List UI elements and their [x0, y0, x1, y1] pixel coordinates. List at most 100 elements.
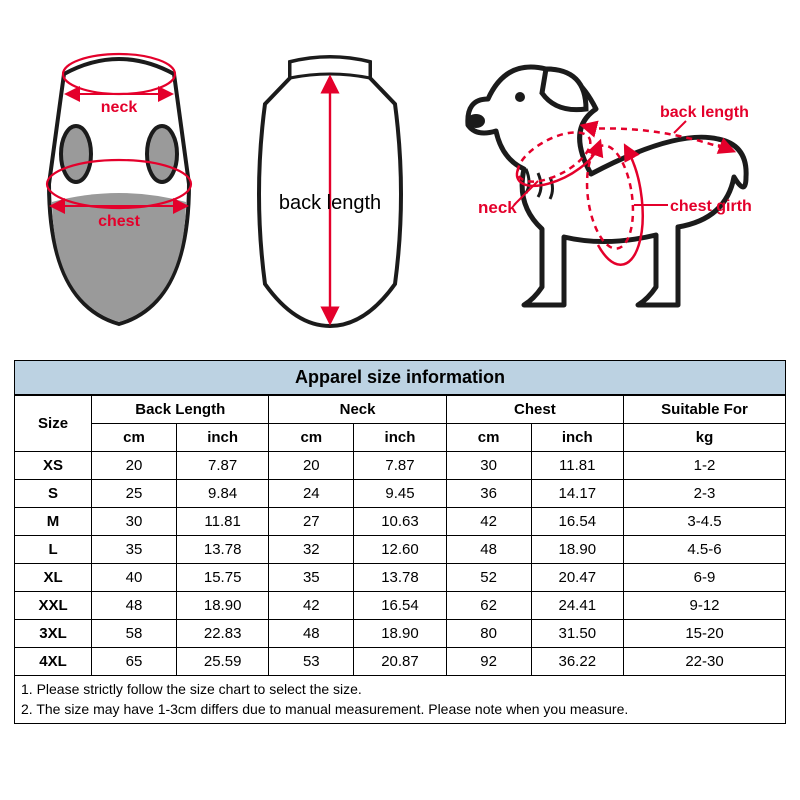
front-neck-label: neck	[101, 99, 138, 116]
table-cell: 3XL	[15, 620, 92, 648]
table-cell: 40	[92, 564, 177, 592]
col-back: Back Length	[92, 396, 269, 424]
sub-nk-in: inch	[354, 424, 447, 452]
table-cell: 13.78	[176, 536, 269, 564]
table-cell: 48	[446, 536, 531, 564]
table-row: S259.84249.453614.172-3	[15, 480, 786, 508]
table-cell: 11.81	[176, 508, 269, 536]
table-cell: 9.84	[176, 480, 269, 508]
table-cell: 42	[269, 592, 354, 620]
col-size: Size	[15, 396, 92, 452]
table-cell: 25	[92, 480, 177, 508]
table-cell: 11.81	[531, 452, 624, 480]
table-cell: 2-3	[624, 480, 786, 508]
table-cell: 6-9	[624, 564, 786, 592]
col-suitable: Suitable For	[624, 396, 786, 424]
note-line-1: 1. Please strictly follow the size chart…	[21, 680, 779, 700]
table-cell: 48	[269, 620, 354, 648]
table-cell: 3-4.5	[624, 508, 786, 536]
table-cell: 25.59	[176, 648, 269, 676]
table-cell: 7.87	[176, 452, 269, 480]
sub-nk-cm: cm	[269, 424, 354, 452]
dog-diagram: neck chest girth back length	[446, 29, 776, 339]
table-title: Apparel size information	[14, 360, 786, 395]
table-cell: 62	[446, 592, 531, 620]
table-cell: 1-2	[624, 452, 786, 480]
table-cell: 35	[269, 564, 354, 592]
sub-ch-in: inch	[531, 424, 624, 452]
front-chest-label: chest	[98, 213, 140, 230]
table-cell: 12.60	[354, 536, 447, 564]
note-line-2: 2. The size may have 1-3cm differs due t…	[21, 700, 779, 720]
table-cell: XL	[15, 564, 92, 592]
table-cell: 53	[269, 648, 354, 676]
table-cell: 4.5-6	[624, 536, 786, 564]
table-row: 4XL6525.595320.879236.2222-30	[15, 648, 786, 676]
table-cell: 13.78	[354, 564, 447, 592]
table-cell: S	[15, 480, 92, 508]
size-table-body: XS207.87207.873011.811-2S259.84249.45361…	[15, 452, 786, 676]
table-cell: 48	[92, 592, 177, 620]
table-cell: 15-20	[624, 620, 786, 648]
table-cell: 18.90	[354, 620, 447, 648]
table-cell: 16.54	[531, 508, 624, 536]
size-table-header: Size Back Length Neck Chest Suitable For…	[15, 396, 786, 452]
table-cell: 80	[446, 620, 531, 648]
table-cell: 58	[92, 620, 177, 648]
table-cell: 20	[269, 452, 354, 480]
table-row: 3XL5822.834818.908031.5015-20	[15, 620, 786, 648]
table-cell: 42	[446, 508, 531, 536]
table-cell: 9.45	[354, 480, 447, 508]
size-notes: 1. Please strictly follow the size chart…	[14, 676, 786, 724]
table-cell: L	[15, 536, 92, 564]
size-table: Size Back Length Neck Chest Suitable For…	[14, 395, 786, 676]
table-cell: 22-30	[624, 648, 786, 676]
sub-ch-cm: cm	[446, 424, 531, 452]
table-cell: 32	[269, 536, 354, 564]
table-row: L3513.783212.604818.904.5-6	[15, 536, 786, 564]
table-cell: 22.83	[176, 620, 269, 648]
table-cell: 31.50	[531, 620, 624, 648]
table-cell: M	[15, 508, 92, 536]
table-row: M3011.812710.634216.543-4.5	[15, 508, 786, 536]
table-row: XL4015.753513.785220.476-9	[15, 564, 786, 592]
table-cell: 35	[92, 536, 177, 564]
table-row: XXL4818.904216.546224.419-12	[15, 592, 786, 620]
table-cell: 15.75	[176, 564, 269, 592]
table-cell: 24	[269, 480, 354, 508]
table-cell: 52	[446, 564, 531, 592]
table-cell: 9-12	[624, 592, 786, 620]
table-cell: 20.87	[354, 648, 447, 676]
table-cell: 36	[446, 480, 531, 508]
table-cell: 20.47	[531, 564, 624, 592]
table-cell: XXL	[15, 592, 92, 620]
table-cell: 7.87	[354, 452, 447, 480]
sub-bl-cm: cm	[92, 424, 177, 452]
dog-neck-label: neck	[478, 198, 517, 217]
dog-back-label: back length	[660, 104, 749, 121]
table-cell: 16.54	[354, 592, 447, 620]
table-cell: 92	[446, 648, 531, 676]
table-cell: 24.41	[531, 592, 624, 620]
table-cell: 18.90	[176, 592, 269, 620]
vest-back-diagram: back length	[235, 34, 425, 334]
table-cell: 30	[92, 508, 177, 536]
table-cell: 27	[269, 508, 354, 536]
table-cell: 4XL	[15, 648, 92, 676]
dog-chest-label: chest girth	[670, 198, 752, 215]
back-length-label: back length	[279, 192, 381, 214]
table-cell: 10.63	[354, 508, 447, 536]
table-cell: 18.90	[531, 536, 624, 564]
table-cell: XS	[15, 452, 92, 480]
sub-bl-in: inch	[176, 424, 269, 452]
measurement-diagrams: neck chest back length	[14, 14, 786, 354]
table-cell: 30	[446, 452, 531, 480]
table-row: XS207.87207.873011.811-2	[15, 452, 786, 480]
table-cell: 20	[92, 452, 177, 480]
table-cell: 36.22	[531, 648, 624, 676]
vest-front-diagram: neck chest	[24, 34, 214, 334]
col-neck: Neck	[269, 396, 446, 424]
col-chest: Chest	[446, 396, 623, 424]
table-cell: 65	[92, 648, 177, 676]
sub-sf-kg: kg	[624, 424, 786, 452]
